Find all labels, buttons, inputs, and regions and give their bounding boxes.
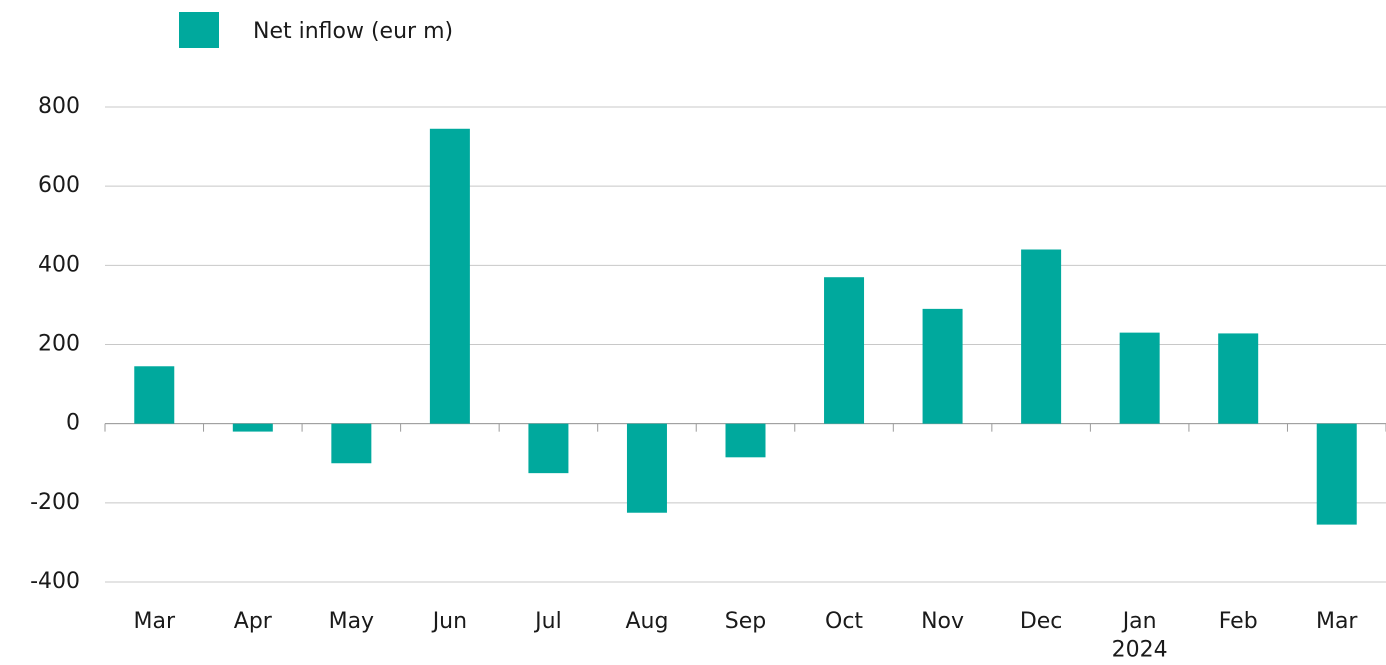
x-tick-label: Nov	[921, 609, 964, 634]
x-tick-label: May	[329, 609, 374, 634]
x-tick-label: Sep	[725, 609, 766, 634]
bar	[824, 277, 865, 424]
bar	[1218, 333, 1259, 424]
bar	[232, 423, 273, 432]
x-tick-label: Mar	[1316, 609, 1358, 634]
bar	[1316, 423, 1357, 525]
y-tick-label: 0	[66, 411, 80, 436]
x-tick-label: Jan 2024	[1112, 609, 1168, 663]
bar	[528, 423, 569, 474]
x-tick-label: Feb	[1219, 609, 1258, 634]
bar	[725, 423, 766, 458]
bar	[1119, 332, 1160, 424]
y-tick-label: 400	[38, 252, 80, 277]
bar	[134, 366, 175, 424]
x-tick-label: Dec	[1020, 609, 1063, 634]
bar	[1021, 249, 1062, 424]
x-tick-label: Jun	[431, 609, 467, 634]
x-tick-label: Apr	[234, 609, 273, 634]
bar	[429, 128, 470, 424]
x-tick-label: Aug	[625, 609, 668, 634]
bar	[331, 423, 372, 464]
x-tick-label: Oct	[825, 609, 863, 634]
y-tick-label: 800	[38, 94, 80, 119]
x-tick-label: Mar	[134, 609, 176, 634]
x-tick-label: Jul	[533, 609, 562, 634]
y-tick-label: 200	[38, 332, 80, 357]
y-tick-label: -200	[30, 490, 80, 515]
y-tick-label: -400	[30, 569, 80, 594]
legend-swatch	[179, 12, 219, 48]
legend-label: Net inflow (eur m)	[253, 19, 453, 44]
bar	[922, 308, 963, 424]
bar	[626, 423, 667, 513]
y-tick-label: 600	[38, 173, 80, 198]
